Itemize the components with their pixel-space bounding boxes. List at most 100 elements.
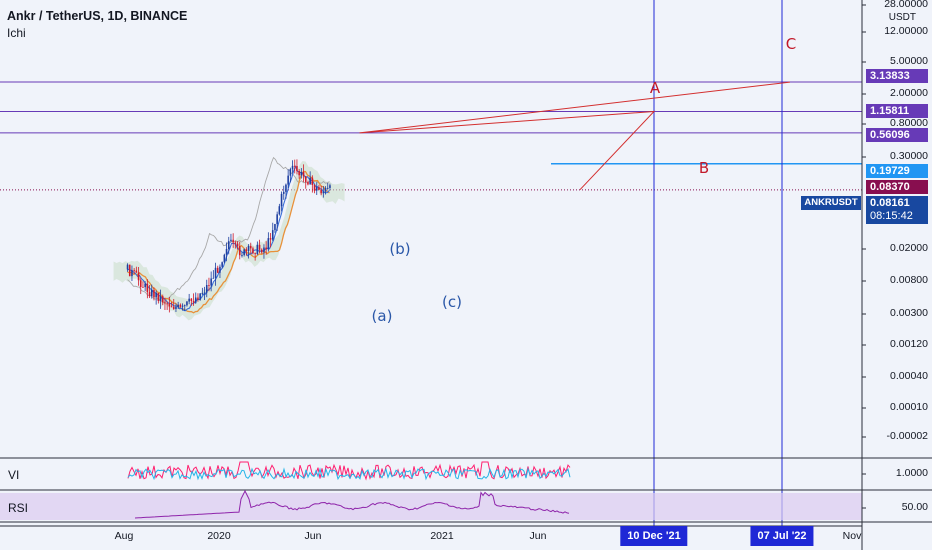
time-tick: 2021 <box>430 530 454 542</box>
candle <box>166 303 168 305</box>
date-badge-a[interactable]: 10 Dec '21 <box>620 526 688 546</box>
axes <box>0 0 866 550</box>
candle <box>183 305 186 307</box>
candle <box>137 272 140 281</box>
candle <box>208 285 210 286</box>
candle <box>302 171 305 177</box>
candle <box>243 249 245 256</box>
candle <box>276 214 278 225</box>
candle <box>172 306 175 309</box>
rsi-band <box>0 493 862 520</box>
candle <box>232 239 234 243</box>
price-tick: 0.00040 <box>890 370 928 382</box>
candle <box>258 244 261 250</box>
candle <box>285 184 287 192</box>
candle <box>225 248 228 255</box>
candle <box>146 283 149 293</box>
candle <box>260 249 263 253</box>
candle <box>175 306 177 309</box>
candle <box>164 302 166 304</box>
projection-path[interactable] <box>359 81 791 191</box>
candle <box>267 238 270 250</box>
candle <box>280 193 283 207</box>
candle <box>326 187 329 189</box>
candle <box>282 191 285 194</box>
price-tick: 0.00010 <box>890 401 928 413</box>
candle <box>144 283 146 288</box>
candle <box>324 188 327 192</box>
projection-label-a: A <box>649 79 661 97</box>
vi-pane-label: VI <box>8 468 20 482</box>
candle <box>227 241 230 249</box>
last-price-value: 0.08161 <box>870 197 910 209</box>
candle <box>216 267 219 273</box>
candle <box>245 249 248 251</box>
candle <box>313 184 316 191</box>
level-badge[interactable]: 0.19729 <box>866 164 928 178</box>
candle <box>322 191 325 194</box>
candle <box>247 245 250 251</box>
symbol-price-tag: ANKRUSDT <box>801 196 861 210</box>
candle <box>320 189 322 194</box>
vertical-date-markers[interactable] <box>653 0 783 526</box>
price-tick: 28.00000 <box>884 0 928 10</box>
projection-polyline <box>359 81 791 191</box>
price-tick: 0.00800 <box>890 274 928 286</box>
candle <box>201 293 204 294</box>
time-tick: 2020 <box>207 530 231 542</box>
price-tick: 0.00120 <box>890 338 928 350</box>
candle <box>241 255 243 256</box>
candle <box>307 182 309 185</box>
price-tick: 0.02000 <box>890 242 928 254</box>
indicator-label[interactable]: Ichi <box>7 26 26 40</box>
candle <box>212 277 215 279</box>
candle <box>157 292 160 301</box>
candle <box>296 165 298 172</box>
candle <box>214 267 217 278</box>
candle <box>329 185 331 188</box>
level-badge[interactable]: 3.13833 <box>866 69 928 83</box>
symbol-title[interactable]: Ankr / TetherUS, 1D, BINANCE <box>7 9 188 23</box>
candle <box>223 254 226 263</box>
candle <box>249 245 252 249</box>
candle <box>318 187 320 190</box>
candle <box>254 253 256 255</box>
candle <box>238 246 241 256</box>
candle <box>148 292 151 297</box>
indicator-panes <box>0 457 932 523</box>
candle <box>197 297 199 300</box>
candle <box>199 293 201 300</box>
vi-minus-line <box>127 467 571 481</box>
rsi-line <box>134 489 570 519</box>
level-badge[interactable]: 0.08370 <box>866 180 928 194</box>
candle <box>139 280 142 287</box>
candle <box>131 270 133 277</box>
price-tick: 5.00000 <box>890 55 928 67</box>
time-tick: Jun <box>529 530 547 542</box>
projection-label-b: B <box>698 159 710 177</box>
date-badge-c[interactable]: 07 Jul '22 <box>750 526 814 546</box>
candle <box>135 270 138 273</box>
candle <box>181 305 184 307</box>
candle <box>304 176 307 183</box>
rsi-tick: 50.00 <box>901 501 928 513</box>
candle <box>186 301 188 306</box>
candle <box>311 177 314 185</box>
candle <box>190 298 193 302</box>
candle <box>278 206 281 215</box>
candle <box>234 242 237 244</box>
candle <box>309 177 311 185</box>
time-tick: Aug <box>114 530 134 542</box>
candle <box>315 187 318 191</box>
horizontal-levels[interactable] <box>0 81 862 191</box>
candle <box>179 304 182 307</box>
candle <box>263 247 265 253</box>
vi-tick: 1.0000 <box>895 467 928 479</box>
candle <box>269 238 272 240</box>
level-badge[interactable]: 0.56096 <box>866 128 928 142</box>
price-tick: 0.00300 <box>890 307 928 319</box>
price-pane[interactable] <box>0 0 862 458</box>
level-badge[interactable]: 1.15811 <box>866 104 928 118</box>
candle <box>168 303 171 307</box>
